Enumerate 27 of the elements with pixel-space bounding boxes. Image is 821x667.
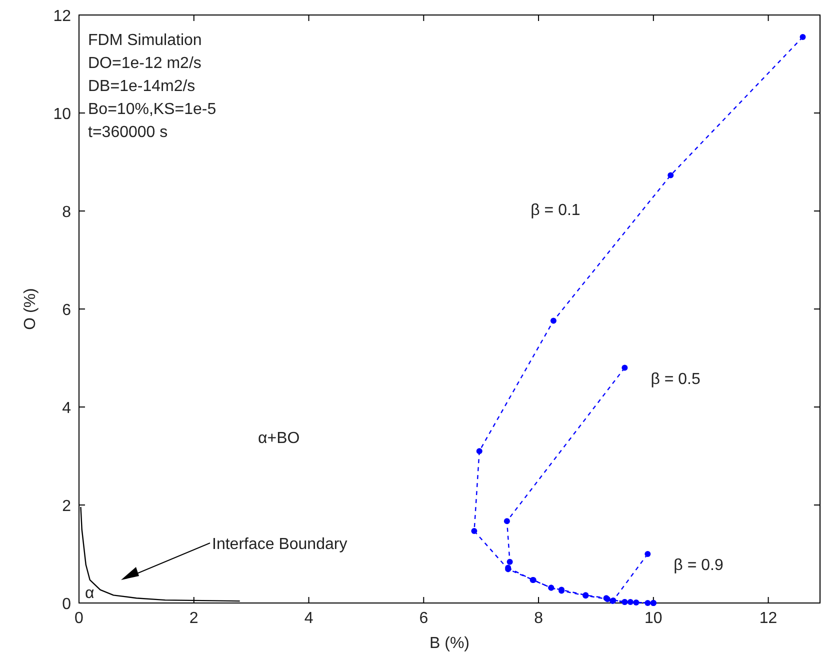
x-tick-label: 6	[419, 610, 428, 627]
x-axis-title: B (%)	[430, 635, 470, 652]
x-tick-label: 2	[189, 610, 198, 627]
annotation: DB=1e-14m2/s	[88, 78, 196, 95]
x-tick-label: 10	[644, 610, 662, 627]
y-tick-label: 12	[53, 8, 72, 25]
series-label: β = 0.9	[674, 557, 724, 574]
text: β = 0.1	[530, 202, 580, 220]
x-tick-label: 4	[304, 610, 314, 627]
annotation: Bo=10%,KS=1e-5	[88, 101, 216, 118]
y-tick-label: 2	[62, 498, 72, 515]
y-tick-label: 8	[62, 204, 72, 221]
annotation: DO=1e-12 m2/s	[88, 55, 202, 72]
annotation: t=360000 s	[88, 124, 168, 141]
annotation: FDM Simulation	[88, 32, 202, 49]
y-tick-label: 10	[53, 106, 72, 123]
y-tick-label: 4	[62, 400, 72, 417]
y-tick-label: 6	[62, 302, 72, 319]
y-axis-title: O (%)	[22, 288, 39, 330]
y-tick-label: 0	[62, 596, 72, 613]
x-tick-label: 0	[74, 610, 84, 627]
series-label: β = 0.5	[650, 370, 700, 388]
x-tick-label: 8	[534, 610, 544, 627]
annotation: α+BO	[258, 430, 300, 447]
annotation: Interface Boundary	[212, 536, 348, 553]
annotation: α	[85, 585, 94, 602]
x-tick-label: 12	[759, 610, 778, 627]
